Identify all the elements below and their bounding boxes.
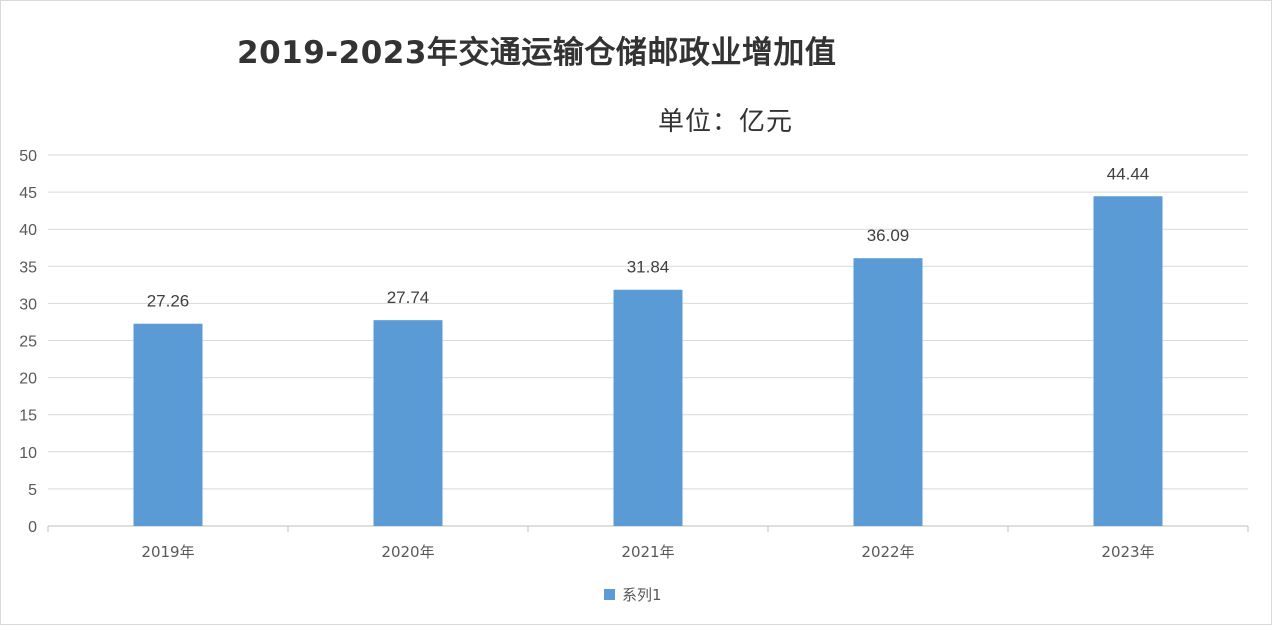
chart-title: 2019-2023年交通运输仓储邮政业增加值 (237, 35, 837, 71)
data-label: 27.74 (387, 288, 430, 307)
legend-swatch (604, 589, 615, 600)
x-tick-label: 2023年 (1101, 543, 1154, 561)
y-tick-label: 20 (19, 371, 37, 388)
y-tick-label: 35 (19, 259, 37, 276)
y-tick-label: 0 (28, 519, 37, 536)
bar (853, 258, 923, 526)
y-tick-label: 30 (19, 296, 37, 313)
x-tick-label: 2021年 (621, 543, 674, 561)
y-tick-label: 40 (19, 222, 37, 239)
legend-label: 系列1 (622, 586, 662, 604)
data-label: 44.44 (1107, 164, 1150, 183)
y-tick-label: 25 (19, 334, 37, 351)
y-tick-label: 45 (19, 185, 37, 202)
x-tick-label: 2020年 (381, 543, 434, 561)
bar (1093, 196, 1163, 527)
y-tick-label: 10 (19, 445, 37, 462)
data-label: 36.09 (867, 226, 910, 245)
bar (613, 289, 683, 526)
y-tick-label: 5 (28, 482, 37, 499)
bar (133, 323, 203, 526)
y-tick-label: 15 (19, 408, 37, 425)
x-tick-label: 2022年 (861, 543, 914, 561)
data-label: 31.84 (627, 258, 670, 277)
x-tick-label: 2019年 (141, 543, 194, 561)
bar (373, 320, 443, 526)
data-label: 27.26 (147, 292, 190, 311)
y-tick-label: 50 (19, 148, 37, 165)
chart-subtitle: 单位：亿元 (658, 107, 794, 137)
